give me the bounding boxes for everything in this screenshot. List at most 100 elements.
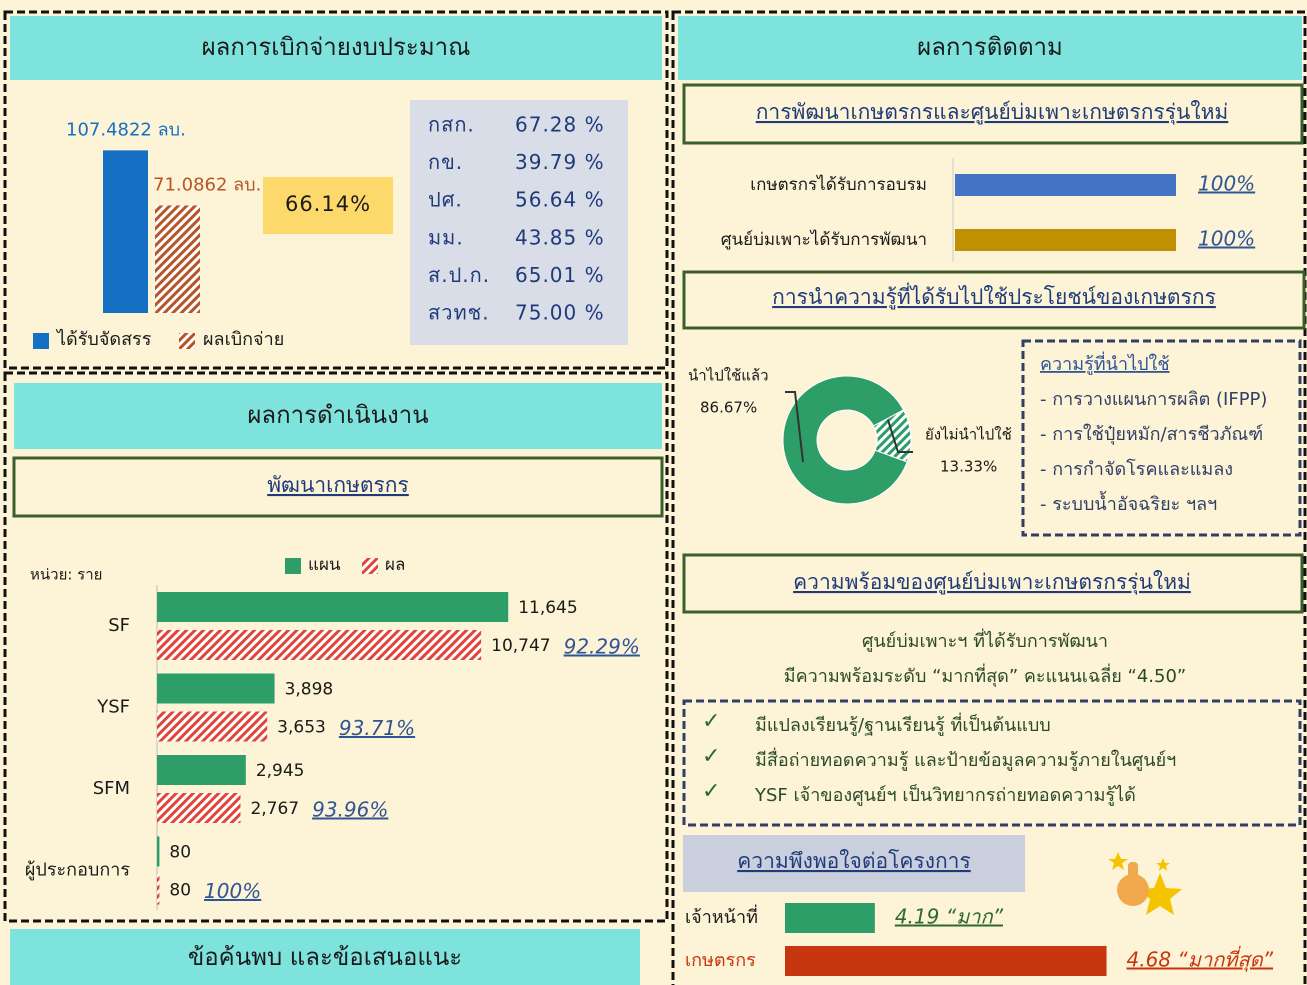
bar [157,836,160,867]
subheader-box [682,83,1304,145]
table-cell: ปศ. [428,188,463,212]
check-item: มีสื่อถ่ายทอดความรู้ และป้ายข้อมูลความรู… [755,747,1176,771]
bar [955,229,1176,251]
table-cell: ส.ป.ก. [428,263,490,287]
header: ข้อค้นพบ และข้อเสนอแนะ [188,943,462,971]
category-label: YSF [96,697,130,718]
bar [155,205,200,313]
readiness-line: ศูนย์บ่มเพาะฯ ที่ได้รับการพัฒนา [862,628,1108,652]
category-label: เกษตรกร [685,950,756,971]
dashed-box [1021,339,1302,537]
value-label: 71.0862 ลบ. [153,174,261,195]
bar [157,793,241,823]
check-icon: ✓ [702,779,720,804]
bar [103,150,148,313]
bar [157,755,246,785]
legend-swatch [362,558,378,574]
header-bg [10,16,662,80]
slice-value: 86.67% [700,399,757,417]
value-label: 100% [1198,172,1255,196]
achievement: 92.29% [564,635,640,659]
table-bg [410,100,628,345]
table-cell: 56.64 % [515,188,605,212]
subheader: ความพึงพอใจต่อโครงการ [737,849,970,873]
panel [671,10,1307,985]
rate-box [263,177,393,234]
check-icon: ✓ [702,709,720,734]
table-cell: สวทช. [428,301,490,325]
legend-swatch [33,333,49,349]
legend-swatch [179,333,195,349]
category-label: เจ้าหน้าที่ [685,904,758,928]
thumbs-icon [1108,852,1182,915]
slice-label: ยังไม่นำไปใช้ [925,426,1012,444]
header-bg [678,16,1302,80]
value-label: 10,747 [491,636,550,656]
legend-swatch [285,558,301,574]
box-title: ความรู้ที่นำไปใช้ [1040,351,1170,375]
header: ผลการเบิกจ่ายงบประมาณ [202,33,471,61]
subheader: พัฒนาเกษตรกร [267,473,409,497]
category-label: เกษตรกรได้รับการอบรม [750,174,927,195]
panel [3,10,669,370]
bar [955,174,1176,196]
value-label: 3,898 [285,680,334,700]
leader-line [785,391,804,463]
list-item: - การวางแผนการผลิต (IFPP) [1040,389,1267,410]
check-icon: ✓ [702,744,720,769]
table-cell: 65.01 % [515,263,605,287]
table-cell: มม. [428,225,464,249]
table-cell: 67.28 % [515,113,605,137]
panel [3,371,669,923]
value-label: 80 [169,881,191,901]
category-label: ผู้ประกอบการ [25,860,130,881]
check-item: YSF เจ้าของศูนย์ฯ เป็นวิทยากรถ่ายทอดความ… [754,783,1136,806]
table-cell: กข. [428,150,463,174]
table-cell: กสก. [428,113,475,137]
header: ผลการติดตาม [917,33,1063,61]
value-label: 100% [1198,227,1255,251]
achievement: 93.71% [339,716,415,740]
table-cell: 39.79 % [515,150,605,174]
header: ผลการดำเนินงาน [247,401,428,429]
value-label: 4.68 “มากที่สุด” [1127,946,1274,973]
subheader-box [682,270,1306,330]
category-label: SFM [93,778,130,799]
bar [157,711,268,742]
subheader-bg [683,835,1025,892]
value-label: 2,945 [256,761,305,781]
legend-label: ได้รับจัดสรร [55,328,152,350]
table-cell: 75.00 % [515,301,605,325]
subheader: การพัฒนาเกษตรกรและศูนย์บ่มเพาะเกษตรกรรุ่… [756,100,1229,125]
value-label: 80 [169,843,191,863]
header-bg [14,383,662,449]
value-label: 4.19 “มาก” [895,905,1004,929]
slice-value: 13.33% [940,458,997,476]
achievement: 93.96% [312,798,388,822]
dashed-box [682,699,1302,827]
legend-label: แผน [308,555,341,575]
bar [157,592,509,622]
leader-line [887,419,913,453]
value-label: 2,767 [250,799,299,819]
subheader: ความพร้อมของศูนย์บ่มเพาะเกษตรกรรุ่นใหม่ [793,570,1191,595]
bar [157,673,275,704]
unit-label: หน่วย: ราย [30,566,102,584]
rate: 66.14% [285,192,371,216]
header-bg [10,929,640,985]
list-item: - การใช้ปุ๋ยหมัก/สารชีวภัณฑ์ [1040,423,1263,445]
bar [785,946,1107,976]
category-label: SF [108,615,130,636]
list-item: - การกำจัดโรคและแมลง [1040,458,1233,480]
value-label: 3,653 [277,718,326,738]
bar [157,874,160,905]
slice-label: นำไปใช้แล้ว [688,367,769,385]
subheader: การนำความรู้ที่ได้รับไปใช้ประโยชน์ของเกษ… [772,282,1216,310]
value-label: 11,645 [518,598,577,618]
category-label: ศูนย์บ่มเพาะได้รับการพัฒนา [721,229,927,250]
readiness-line: มีความพร้อมระดับ “มากที่สุด” คะแนนเฉลี่ย… [784,663,1187,687]
bar [157,630,482,660]
check-item: มีแปลงเรียนรู้/ฐานเรียนรู้ ที่เป็นต้นแบบ [755,712,1051,736]
bar [785,903,875,933]
